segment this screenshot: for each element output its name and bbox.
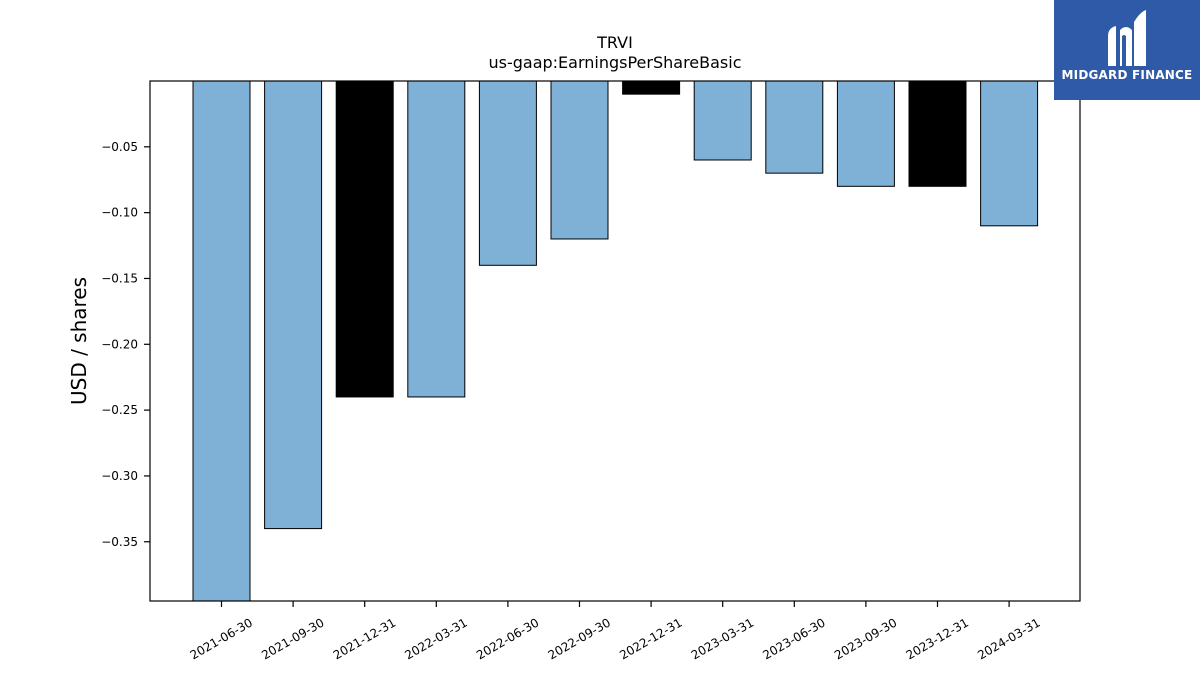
bar-2022-06-30	[478, 80, 537, 266]
bar-2023-03-31	[693, 80, 752, 161]
y-tick-label: −0.30	[101, 469, 138, 483]
bar-2023-09-30	[836, 80, 895, 187]
x-tick-label: 2023-12-31	[904, 615, 971, 662]
x-tick-label: 2022-03-31	[402, 615, 469, 662]
y-tick-label: −0.35	[101, 535, 138, 549]
chart-subtitle: us-gaap:EarningsPerShareBasic	[488, 53, 741, 72]
x-tick-label: 2023-06-30	[760, 615, 827, 662]
bar-2024-03-31	[980, 80, 1039, 227]
bars-layer	[192, 80, 1039, 602]
x-axis: 2021-06-30 2021-09-30 2021-12-31 2022-03-31…	[188, 601, 1043, 662]
x-tick-label: 2021-12-31	[331, 615, 398, 662]
bar-2021-06-30	[192, 80, 251, 602]
bar-2022-12-31	[622, 80, 681, 95]
bar-2023-12-31	[908, 80, 967, 187]
bar-2021-09-30	[264, 80, 323, 530]
x-tick-label: 2024-03-31	[975, 615, 1042, 662]
x-tick-label: 2022-09-30	[546, 615, 613, 662]
y-tick-label: −0.05	[101, 140, 138, 154]
y-axis: −0.05 −0.10 −0.15 −0.20 −0.25 −0.30 −0.35	[101, 140, 150, 549]
x-tick-label: 2022-12-31	[617, 615, 684, 662]
x-tick-label: 2021-06-30	[188, 615, 255, 662]
logo-mark-icon	[1108, 10, 1146, 66]
x-tick-label: 2023-03-31	[689, 615, 756, 662]
y-tick-label: −0.15	[101, 271, 138, 285]
brand-logo: MIDGARD FINANCE	[1054, 0, 1200, 100]
y-axis-label: USD / shares	[67, 277, 91, 405]
logo-text: MIDGARD FINANCE	[1061, 68, 1193, 82]
y-tick-label: −0.25	[101, 403, 138, 417]
x-tick-label: 2022-06-30	[474, 615, 541, 662]
chart-title: TRVI	[596, 33, 633, 52]
bar-2021-12-31	[335, 80, 394, 398]
x-tick-label: 2021-09-30	[259, 615, 326, 662]
y-tick-label: −0.10	[101, 206, 138, 220]
bar-2022-03-31	[407, 80, 466, 398]
y-tick-label: −0.20	[101, 337, 138, 351]
bar-2022-09-30	[550, 80, 609, 240]
x-tick-label: 2023-09-30	[832, 615, 899, 662]
plot-frame	[149, 80, 1081, 602]
bar-2023-06-30	[765, 80, 824, 174]
